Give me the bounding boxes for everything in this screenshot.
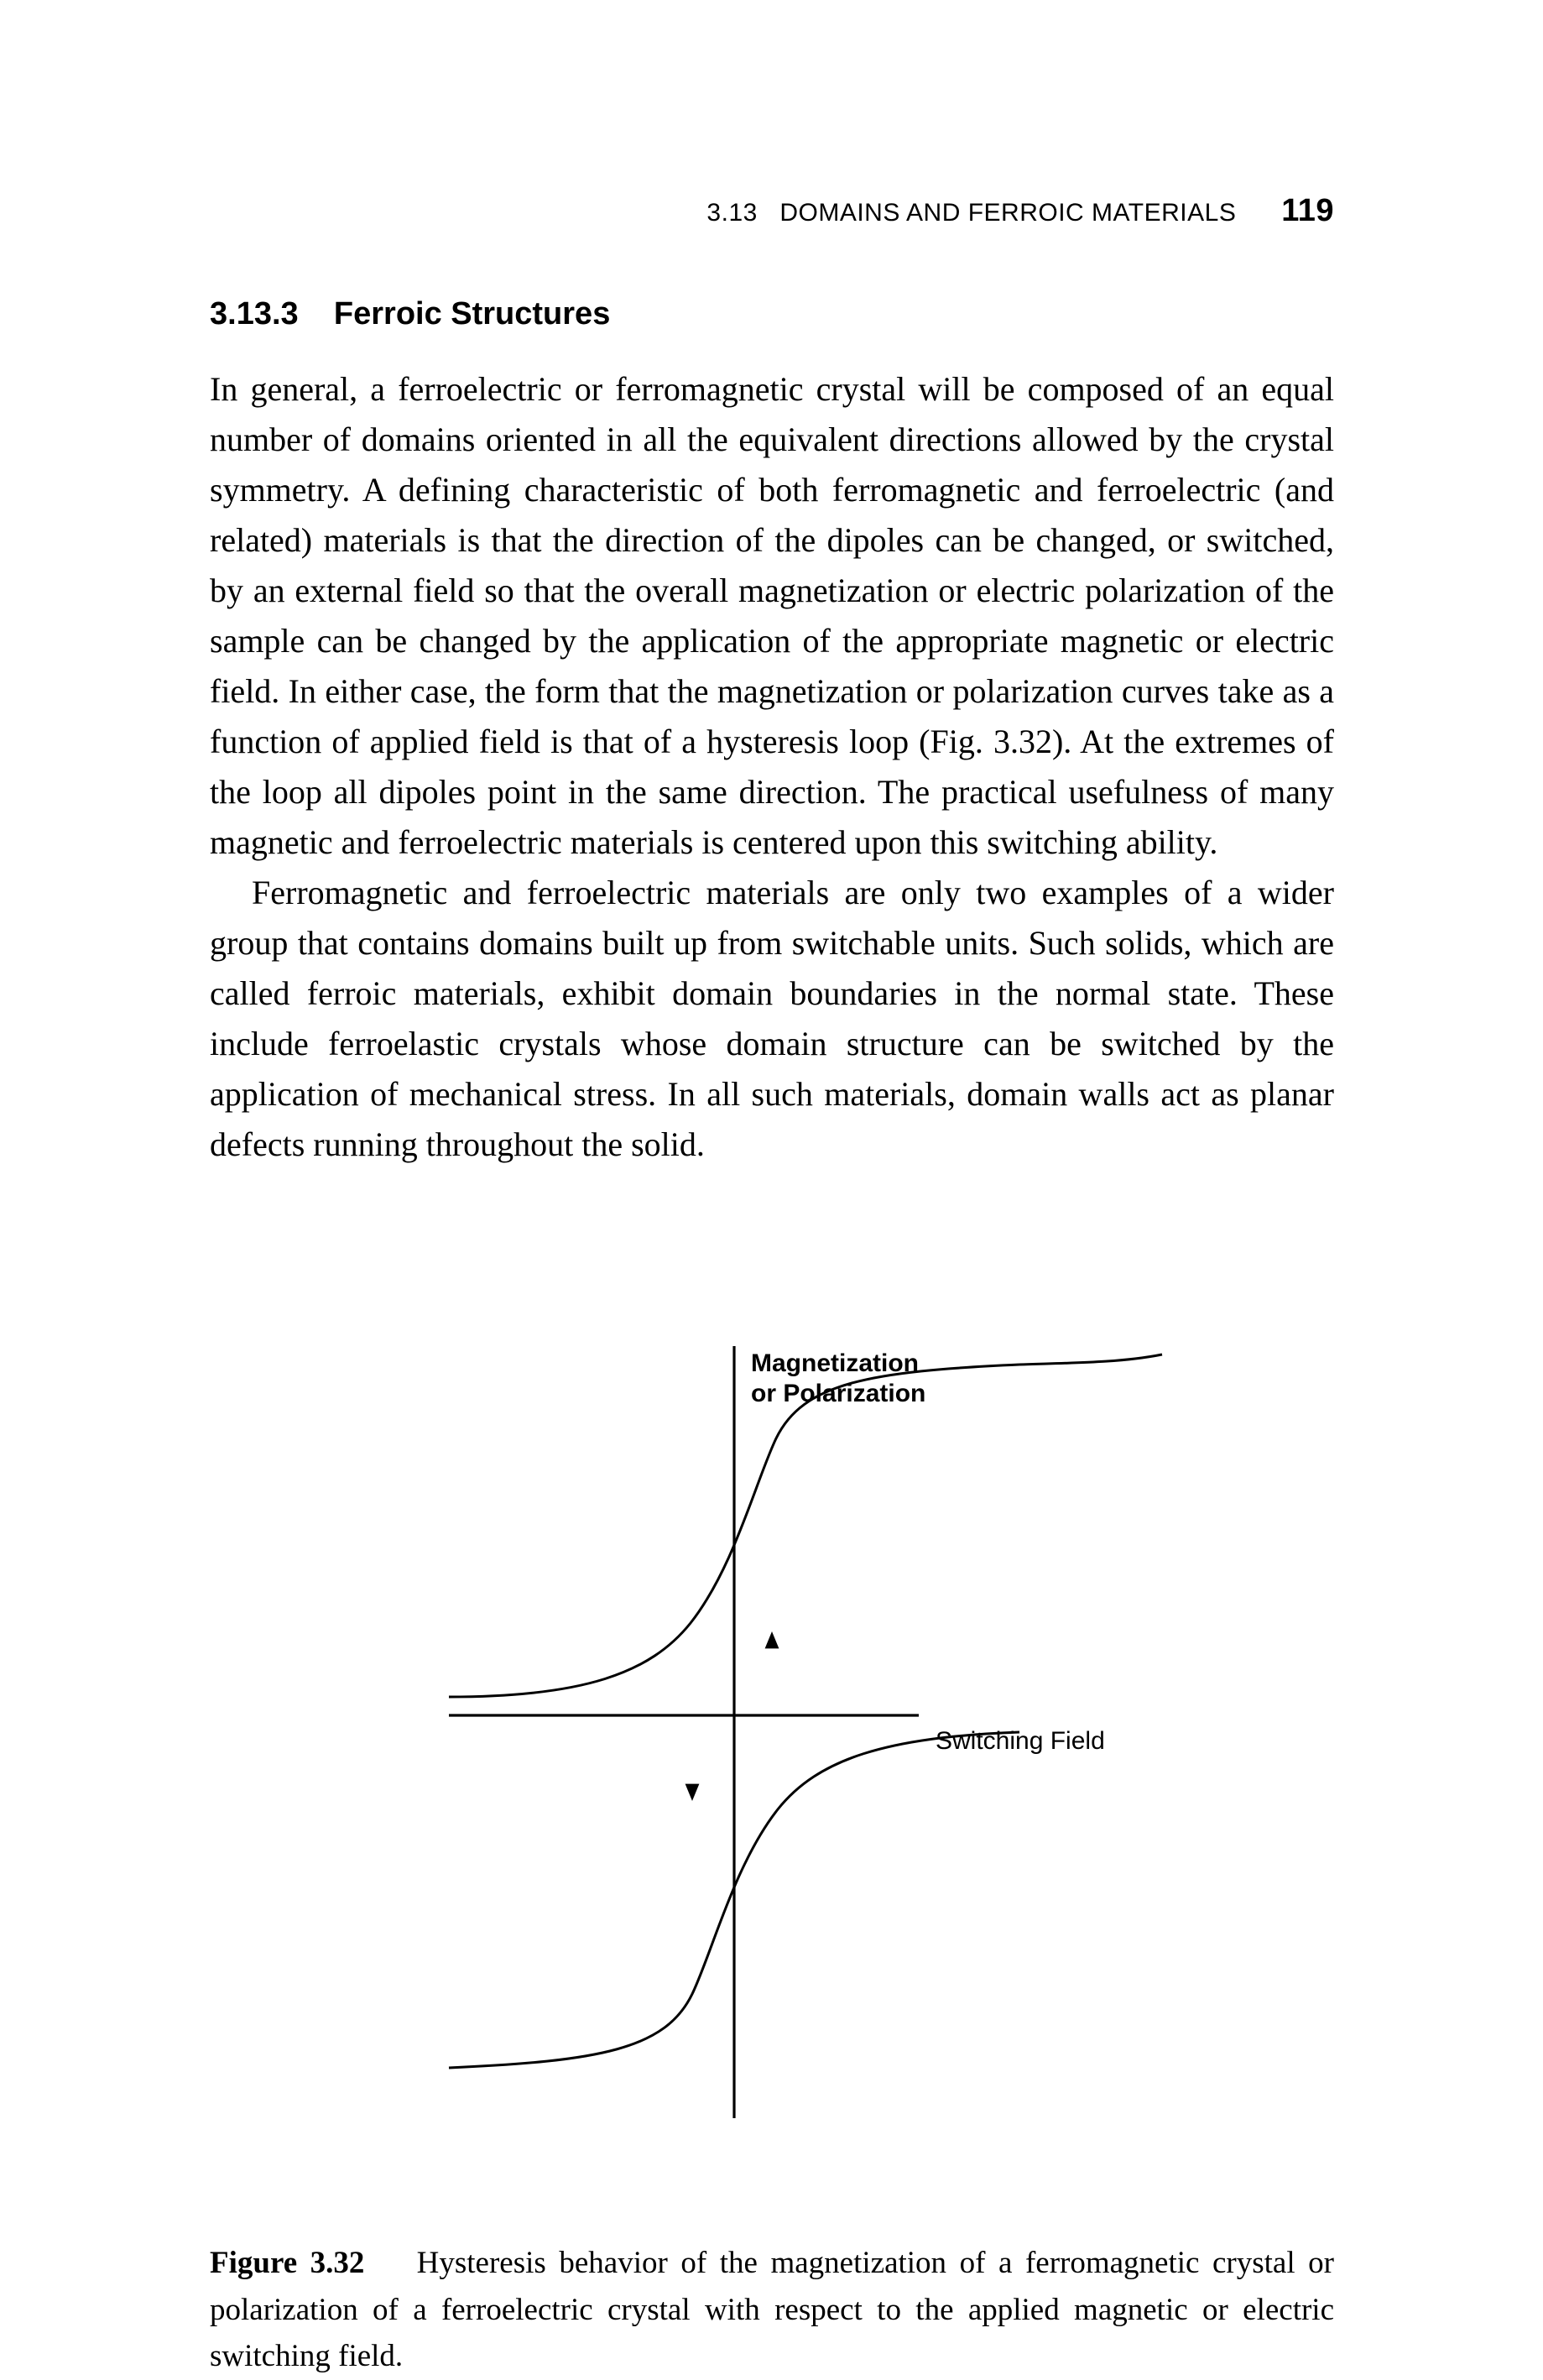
running-header: 3.13 DOMAINS AND FERROIC MATERIALS 119 (210, 193, 1334, 229)
header-section-title: DOMAINS AND FERROIC MATERIALS (779, 199, 1236, 227)
hysteresis-diagram: Magnetization or Polarization Switching Fi… (331, 1313, 1212, 2173)
page: 3.13 DOMAINS AND FERROIC MATERIALS 119 3… (0, 0, 1543, 2329)
figure-block: Magnetization or Polarization Switching Fi… (210, 1313, 1334, 2380)
svg-text:Magnetization: Magnetization (751, 1349, 919, 1377)
page-number: 119 (1281, 193, 1334, 228)
paragraph-2: Ferromagnetic and ferroelectric material… (210, 868, 1334, 1170)
svg-text:or Polarization: or Polarization (751, 1380, 925, 1407)
header-section-ref: 3.13 (706, 199, 757, 227)
section-title: Ferroic Structures (334, 296, 610, 331)
section-heading: 3.13.3 Ferroic Structures (210, 296, 1334, 332)
body-text: In general, a ferroelectric or ferromagn… (210, 364, 1334, 1170)
figure-caption: Figure 3.32 Hysteresis behavior of the m… (210, 2240, 1334, 2380)
paragraph-1: In general, a ferroelectric or ferromagn… (210, 364, 1334, 868)
svg-text:Switching Field: Switching Field (936, 1727, 1105, 1755)
figure-label: Figure 3.32 (210, 2246, 364, 2280)
figure-caption-text: Hysteresis behavior of the magnetization… (210, 2246, 1334, 2373)
section-number: 3.13.3 (210, 296, 299, 331)
content-column: 3.13 DOMAINS AND FERROIC MATERIALS 119 3… (210, 193, 1334, 2380)
